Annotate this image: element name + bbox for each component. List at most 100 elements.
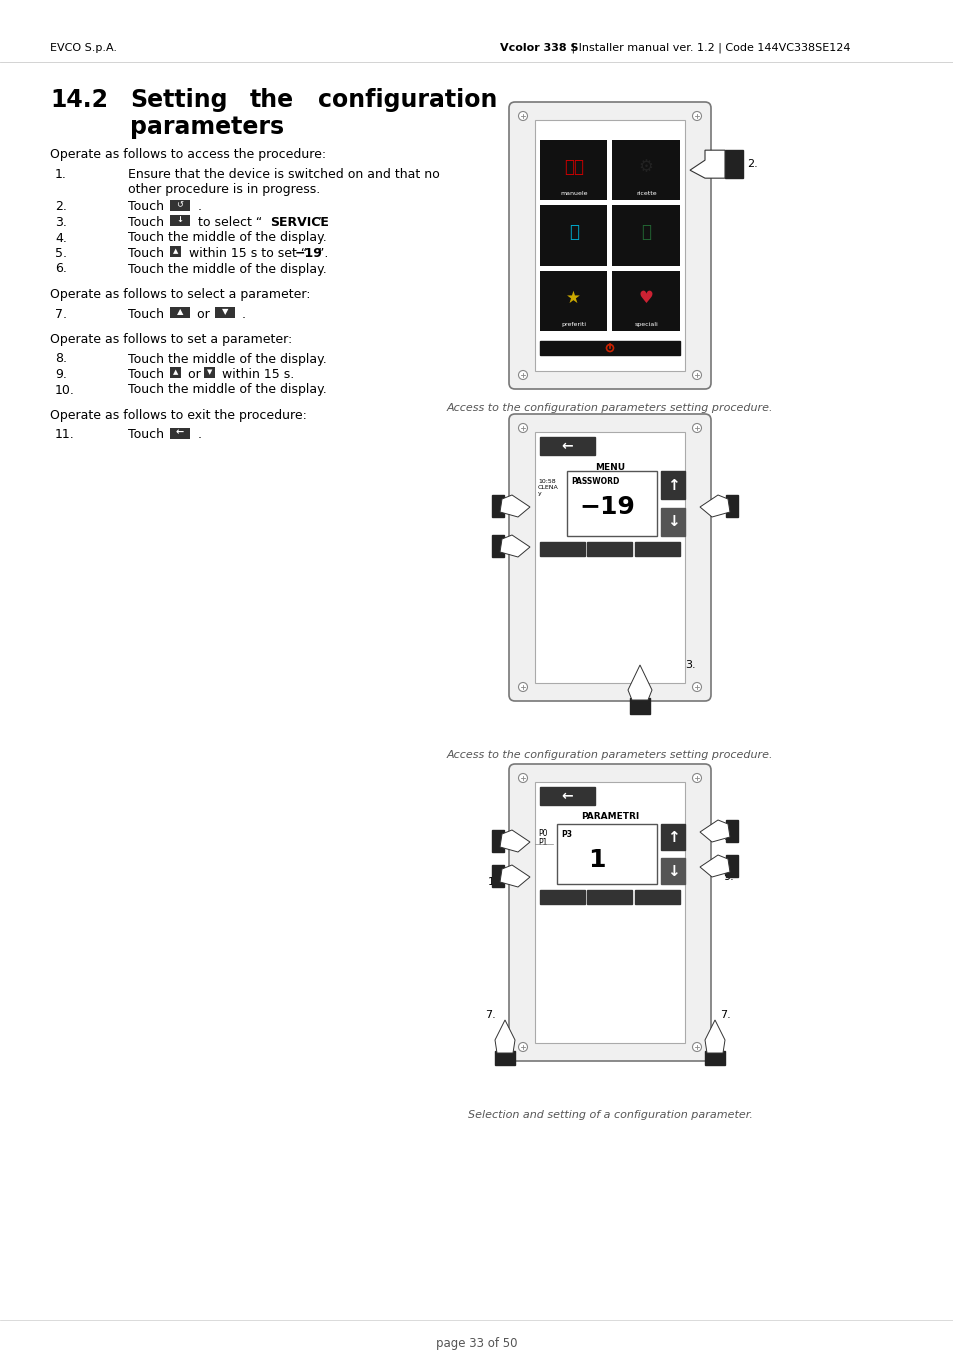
Bar <box>170 307 190 317</box>
Text: 5.: 5. <box>724 507 735 517</box>
Bar <box>170 215 190 226</box>
Text: PARAMETRI: PARAMETRI <box>580 812 639 821</box>
Text: Selection and setting of a configuration parameter.: Selection and setting of a configuration… <box>467 1111 752 1120</box>
Text: 9.: 9. <box>722 832 733 842</box>
Text: Touch: Touch <box>128 216 164 230</box>
Bar <box>170 200 190 211</box>
Polygon shape <box>499 535 530 557</box>
Polygon shape <box>627 665 651 700</box>
Bar <box>535 432 684 684</box>
Bar <box>725 820 738 842</box>
Bar <box>566 471 657 536</box>
Polygon shape <box>499 865 530 888</box>
Circle shape <box>518 370 527 380</box>
Text: Touch the middle of the display.: Touch the middle of the display. <box>128 231 327 245</box>
Text: ⚙: ⚙ <box>639 158 653 176</box>
FancyBboxPatch shape <box>509 101 710 389</box>
Text: Touch: Touch <box>128 428 164 442</box>
Text: .: . <box>237 308 246 320</box>
Text: ✋: ✋ <box>568 223 578 242</box>
Text: ←: ← <box>561 789 573 802</box>
Text: ricette: ricette <box>636 192 656 196</box>
Text: 3.: 3. <box>684 661 695 670</box>
Bar <box>492 535 503 557</box>
Text: Touch: Touch <box>128 200 164 213</box>
Text: ▲: ▲ <box>172 249 178 254</box>
Text: 1.: 1. <box>55 168 67 181</box>
Bar <box>635 890 679 904</box>
Bar <box>214 307 234 317</box>
Text: 4.: 4. <box>492 507 502 517</box>
Text: 9.: 9. <box>722 871 733 882</box>
Text: | Installer manual ver. 1.2 | Code 144VC338SE124: | Installer manual ver. 1.2 | Code 144VC… <box>567 43 850 53</box>
Bar <box>535 782 684 1043</box>
Text: Touch: Touch <box>128 367 164 381</box>
Text: 11.: 11. <box>55 428 74 442</box>
Text: P1: P1 <box>537 838 547 847</box>
Text: 10:58
CLENA
y: 10:58 CLENA y <box>537 480 558 496</box>
Text: Ensure that the device is switched on and that no: Ensure that the device is switched on an… <box>128 168 439 181</box>
Text: EVCO S.p.A.: EVCO S.p.A. <box>50 43 117 53</box>
Bar <box>170 246 181 257</box>
Text: ↺: ↺ <box>176 200 183 209</box>
Text: to select “: to select “ <box>193 216 262 230</box>
Text: Vcolor 338 S: Vcolor 338 S <box>499 43 578 53</box>
Text: P3: P3 <box>560 830 572 839</box>
FancyBboxPatch shape <box>509 765 710 1061</box>
Bar <box>170 427 190 439</box>
Text: 📷⏱: 📷⏱ <box>563 158 583 176</box>
Text: 2.: 2. <box>746 159 757 169</box>
Circle shape <box>692 682 700 692</box>
Text: or: or <box>193 308 210 320</box>
Text: Touch: Touch <box>128 308 164 320</box>
Text: Touch: Touch <box>128 247 164 259</box>
Bar <box>557 824 657 884</box>
Circle shape <box>605 345 614 353</box>
Text: Setting: Setting <box>130 88 227 112</box>
Bar <box>170 367 181 378</box>
Circle shape <box>518 682 527 692</box>
Text: 9.: 9. <box>55 367 67 381</box>
Text: speciali: speciali <box>634 322 658 327</box>
Text: Touch the middle of the display.: Touch the middle of the display. <box>128 353 327 366</box>
Bar <box>704 1051 724 1065</box>
Circle shape <box>518 1043 527 1051</box>
Text: PASSWORD: PASSWORD <box>571 477 618 486</box>
Text: parameters: parameters <box>130 115 284 139</box>
Text: ↑: ↑ <box>666 830 679 844</box>
Text: MENU: MENU <box>595 462 624 471</box>
Text: ↓: ↓ <box>666 863 679 878</box>
Bar <box>629 698 649 713</box>
Text: within 15 s.: within 15 s. <box>218 367 294 381</box>
Text: ↓: ↓ <box>666 515 679 530</box>
Text: 7.: 7. <box>720 1011 730 1020</box>
Text: 🥧: 🥧 <box>640 223 651 242</box>
Text: 4.: 4. <box>55 231 67 245</box>
Text: ♥: ♥ <box>639 289 653 307</box>
Text: Operate as follows to select a parameter:: Operate as follows to select a parameter… <box>50 288 310 301</box>
Text: ★: ★ <box>566 289 580 307</box>
Text: −19: −19 <box>579 494 635 519</box>
Polygon shape <box>700 494 729 517</box>
Bar <box>660 471 684 499</box>
Bar <box>539 340 679 355</box>
Bar <box>539 141 607 200</box>
Bar <box>539 270 607 331</box>
Text: Touch the middle of the display.: Touch the middle of the display. <box>128 384 327 396</box>
Bar <box>492 494 503 517</box>
Text: ↑: ↑ <box>666 477 679 493</box>
Text: or: or <box>184 367 200 381</box>
Text: Touch the middle of the display.: Touch the middle of the display. <box>128 262 327 276</box>
Text: −19: −19 <box>294 247 322 259</box>
Polygon shape <box>704 1020 724 1052</box>
Circle shape <box>518 774 527 782</box>
Text: ▲: ▲ <box>176 307 183 316</box>
Text: within 15 s to set “: within 15 s to set “ <box>185 247 307 259</box>
Text: ←: ← <box>561 439 573 453</box>
Text: SERVICE: SERVICE <box>270 216 329 230</box>
Text: .: . <box>193 428 202 442</box>
Text: 2.: 2. <box>55 200 67 213</box>
Text: the: the <box>250 88 294 112</box>
Bar <box>539 436 595 455</box>
Bar <box>587 542 632 557</box>
